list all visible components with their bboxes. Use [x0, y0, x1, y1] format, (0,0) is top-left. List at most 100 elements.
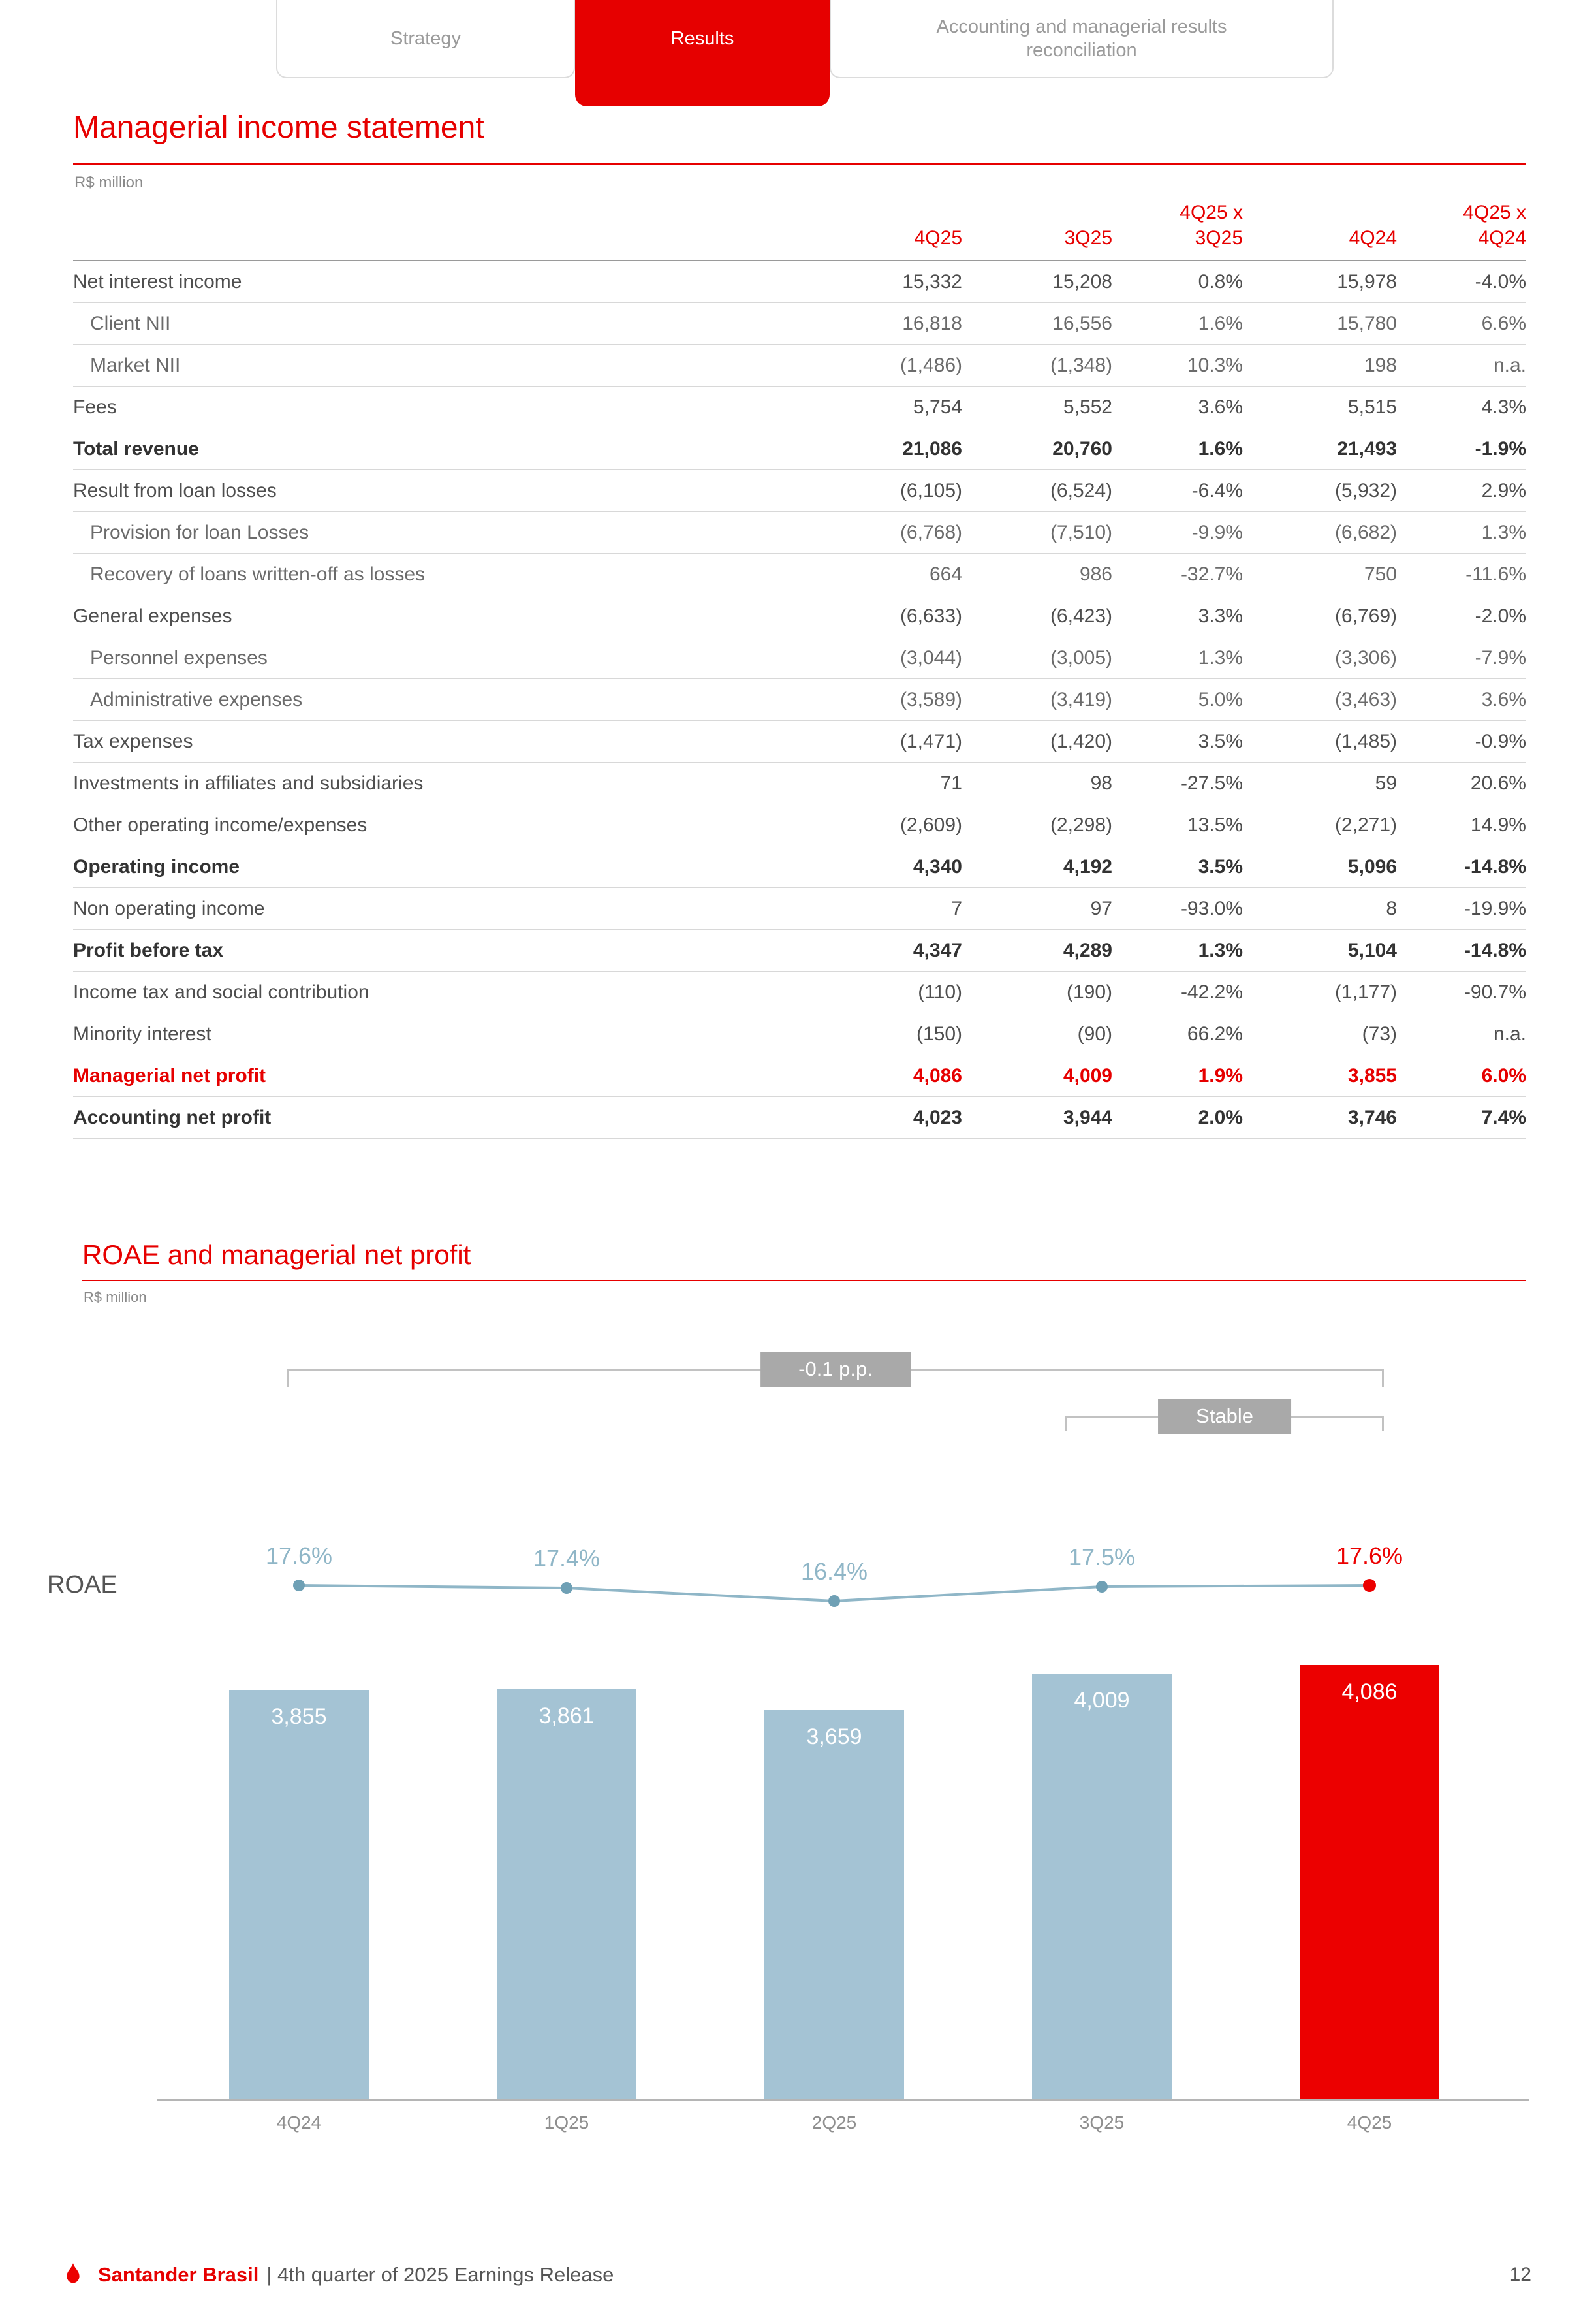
- row-value: (150): [916, 1023, 962, 1045]
- bar-1q25: 3,861: [497, 1689, 636, 2099]
- row-value: 20.6%: [1470, 772, 1526, 794]
- row-value: -32.7%: [1180, 563, 1243, 585]
- x-axis-category: 4Q25: [1347, 2112, 1392, 2133]
- table-row: Tax expenses (1,471) (1,420) 3.5% (1,485) -0.…: [73, 721, 1526, 763]
- row-value: (3,306): [1334, 646, 1397, 669]
- income-table-header: 4Q25 3Q25 4Q25 x 3Q25 4Q24 4Q25 x 4Q24: [73, 198, 1526, 261]
- row-value: 16,556: [1052, 312, 1112, 334]
- page-title: Managerial income statement: [73, 110, 484, 145]
- bracket-tick-right: [1382, 1416, 1384, 1431]
- row-value: 2.0%: [1198, 1106, 1243, 1128]
- footer-doc-title: | 4th quarter of 2025 Earnings Release: [266, 2263, 614, 2286]
- table-row: Accounting net profit 4,023 3,944 2.0% 3,746…: [73, 1097, 1526, 1139]
- bracket-tick-left: [1065, 1416, 1067, 1431]
- row-label: Provision for loan Losses: [90, 521, 309, 543]
- income-statement-table: 4Q25 3Q25 4Q25 x 3Q25 4Q24 4Q25 x 4Q24 Net i…: [73, 198, 1526, 1139]
- table-row: General expenses (6,633) (6,423) 3.3% (6,769…: [73, 595, 1526, 637]
- row-value: 3.6%: [1198, 396, 1243, 418]
- row-value: (6,105): [900, 479, 962, 501]
- row-value: (1,177): [1334, 981, 1397, 1003]
- x-axis-category: 4Q24: [276, 2112, 322, 2133]
- row-label: Managerial net profit: [73, 1064, 266, 1087]
- row-value: -93.0%: [1180, 897, 1243, 919]
- roae-point-label: 17.6%: [265, 1542, 333, 1569]
- table-row: Investments in affiliates and subsidiari…: [73, 763, 1526, 804]
- row-value: 15,332: [902, 270, 962, 293]
- table-row: Provision for loan Losses (6,768) (7,510) -…: [73, 512, 1526, 554]
- row-value: 4.3%: [1481, 396, 1526, 418]
- row-value: (6,769): [1334, 605, 1397, 627]
- table-row: Market NII (1,486) (1,348) 10.3% 198 n.a.: [73, 345, 1526, 387]
- annotation-bracket-recent: Stable: [1065, 1399, 1384, 1434]
- row-label: Other operating income/expenses: [73, 814, 368, 836]
- row-value: 750: [1364, 563, 1397, 585]
- row-label: Profit before tax: [73, 939, 224, 961]
- row-value: -19.9%: [1463, 897, 1526, 919]
- row-value: -1.9%: [1475, 437, 1526, 460]
- row-value: 0.8%: [1198, 270, 1243, 293]
- row-label: Client NII: [90, 312, 171, 334]
- roae-line-svg: [293, 1579, 1376, 1607]
- row-value: 15,780: [1337, 312, 1397, 334]
- row-value: 5.0%: [1198, 688, 1243, 710]
- row-value: 71: [940, 772, 962, 794]
- row-value: n.a.: [1493, 354, 1526, 376]
- row-value: 664: [929, 563, 962, 585]
- x-axis-category: 3Q25: [1079, 2112, 1125, 2133]
- table-row: Net interest income 15,332 15,208 0.8% 15,97…: [73, 261, 1526, 303]
- tab-strategy[interactable]: Strategy: [276, 0, 575, 78]
- tab-results[interactable]: Results: [575, 0, 830, 106]
- row-value: 5,754: [913, 396, 962, 418]
- x-axis-line: [157, 2099, 1529, 2101]
- row-value: -14.8%: [1463, 939, 1526, 961]
- row-value: -6.4%: [1191, 479, 1243, 501]
- row-value: 4,192: [1063, 855, 1112, 878]
- row-value: 59: [1375, 772, 1397, 794]
- bar-3q25: 4,009: [1032, 1674, 1172, 2099]
- row-value: 8: [1386, 897, 1397, 919]
- table-row: Result from loan losses (6,105) (6,524) -6.…: [73, 470, 1526, 512]
- table-row: Administrative expenses (3,589) (3,419) 5.0…: [73, 679, 1526, 721]
- roae-point-label: 16.4%: [800, 1558, 868, 1585]
- roae-point-label: 17.4%: [533, 1545, 601, 1572]
- roae-net-profit-chart: ROAE 3,855 4Q24 17.6% 3,861 1Q25 17.4% 3,659 2Q…: [0, 1502, 1596, 2161]
- row-value: 14.9%: [1470, 814, 1526, 836]
- tab-results-label: Results: [670, 28, 734, 50]
- row-value: 5,515: [1347, 396, 1397, 418]
- row-value: -11.6%: [1465, 563, 1526, 585]
- row-value: -14.8%: [1463, 855, 1526, 878]
- roae-point-label: 17.5%: [1068, 1544, 1136, 1570]
- roae-axis-label: ROAE: [47, 1571, 117, 1598]
- column-header: 4Q25 x 3Q25: [1180, 202, 1243, 249]
- row-value: 98: [1090, 772, 1112, 794]
- table-row: Client NII 16,818 16,556 1.6% 15,780 6.6%: [73, 303, 1526, 345]
- row-value: 198: [1364, 354, 1397, 376]
- row-label: Investments in affiliates and subsidiari…: [73, 772, 424, 794]
- row-value: 10.3%: [1187, 354, 1243, 376]
- bar-4q24: 3,855: [229, 1690, 369, 2099]
- roae-point-label: 17.6%: [1336, 1542, 1403, 1569]
- row-value: -9.9%: [1191, 521, 1243, 543]
- row-value: (6,633): [900, 605, 962, 627]
- row-label: Non operating income: [73, 897, 265, 919]
- row-value: (1,486): [900, 354, 962, 376]
- row-value: (5,932): [1334, 479, 1397, 501]
- row-value: -90.7%: [1463, 981, 1526, 1003]
- row-value: (1,471): [900, 730, 962, 752]
- row-value: -7.9%: [1475, 646, 1526, 669]
- row-label: Personnel expenses: [90, 646, 268, 669]
- row-value: (1,485): [1334, 730, 1397, 752]
- roae-point: [828, 1595, 840, 1607]
- row-value: 16,818: [902, 312, 962, 334]
- page-number: 12: [1509, 2264, 1531, 2285]
- row-value: 986: [1079, 563, 1112, 585]
- row-value: 5,552: [1063, 396, 1112, 418]
- tab-reconciliation[interactable]: Accounting and managerial results reconc…: [830, 0, 1334, 78]
- x-axis-category: 1Q25: [544, 2112, 589, 2133]
- table-row: Managerial net profit 4,086 4,009 1.9% 3,855…: [73, 1055, 1526, 1097]
- row-label: General expenses: [73, 605, 232, 627]
- row-value: (110): [918, 981, 962, 1003]
- tab-strategy-label: Strategy: [390, 27, 461, 49]
- row-value: (6,524): [1050, 479, 1112, 501]
